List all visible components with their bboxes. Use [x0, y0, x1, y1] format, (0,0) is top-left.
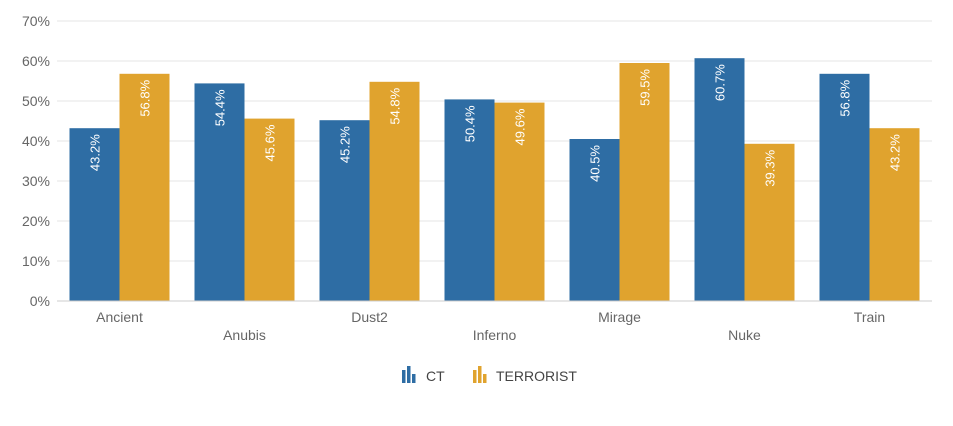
- bar-ct-inferno[interactable]: [444, 99, 495, 302]
- bar-ct-nuke[interactable]: [694, 58, 745, 302]
- y-tick-label: 70%: [22, 13, 50, 29]
- x-axis-ticks: Ancient Anubis Dust2 Inferno Mirage Nuke Train: [96, 309, 885, 343]
- y-tick-label: 10%: [22, 253, 50, 269]
- data-label: 54.8%: [388, 87, 403, 124]
- bar-terrorist-mirage[interactable]: [619, 63, 670, 301]
- y-tick-label: 50%: [22, 93, 50, 109]
- legend-label-terrorist: TERRORIST: [496, 368, 577, 384]
- bar-ct-dust2[interactable]: [319, 120, 370, 301]
- legend-item-ct[interactable]: CT: [402, 366, 445, 384]
- x-tick-label: Mirage: [598, 309, 641, 325]
- y-axis-ticks: 0% 10% 20% 30% 40% 50% 60% 70%: [22, 13, 50, 309]
- legend-label-ct: CT: [426, 368, 445, 384]
- data-labels: 43.2% 56.8% 54.4% 45.6% 45.2% 54.8% 50.4% 49.6%…: [88, 64, 903, 187]
- bar-terrorist-dust2[interactable]: [369, 81, 420, 301]
- data-label: 56.8%: [838, 79, 853, 116]
- bar-terrorist-train[interactable]: [869, 128, 920, 301]
- data-label: 39.3%: [763, 149, 778, 186]
- bar-chart-icon: [402, 366, 416, 383]
- bar-terrorist-nuke[interactable]: [744, 143, 795, 301]
- data-label: 54.4%: [213, 89, 228, 126]
- bar-terrorist-inferno[interactable]: [494, 102, 545, 301]
- data-label: 60.7%: [713, 64, 728, 101]
- bar-ct-mirage[interactable]: [569, 139, 620, 301]
- data-label: 59.5%: [638, 69, 653, 106]
- y-tick-label: 60%: [22, 53, 50, 69]
- x-tick-label: Dust2: [351, 309, 388, 325]
- bar-ct-ancient[interactable]: [69, 128, 120, 301]
- data-label: 45.2%: [338, 126, 353, 163]
- bar-ct-anubis[interactable]: [194, 83, 245, 302]
- bar-terrorist-anubis[interactable]: [244, 118, 295, 301]
- data-label: 49.6%: [513, 108, 528, 145]
- data-label: 40.5%: [588, 145, 603, 182]
- y-tick-label: 0%: [30, 293, 50, 309]
- data-label: 43.2%: [88, 134, 103, 171]
- x-tick-label: Train: [854, 309, 885, 325]
- legend-item-terrorist[interactable]: TERRORIST: [473, 366, 577, 384]
- x-tick-label: Inferno: [473, 327, 517, 343]
- y-tick-label: 20%: [22, 213, 50, 229]
- bar-ct-train[interactable]: [819, 73, 870, 301]
- data-label: 43.2%: [888, 134, 903, 171]
- x-tick-label: Anubis: [223, 327, 266, 343]
- bar-terrorist-ancient[interactable]: [119, 73, 170, 301]
- bars: [69, 58, 920, 302]
- data-label: 50.4%: [463, 105, 478, 142]
- y-tick-label: 30%: [22, 173, 50, 189]
- y-tick-label: 40%: [22, 133, 50, 149]
- x-tick-label: Nuke: [728, 327, 761, 343]
- legend: CT TERRORIST: [402, 366, 577, 384]
- bar-chart-icon: [473, 366, 487, 383]
- data-label: 45.6%: [263, 124, 278, 161]
- data-label: 56.8%: [138, 79, 153, 116]
- x-tick-label: Ancient: [96, 309, 143, 325]
